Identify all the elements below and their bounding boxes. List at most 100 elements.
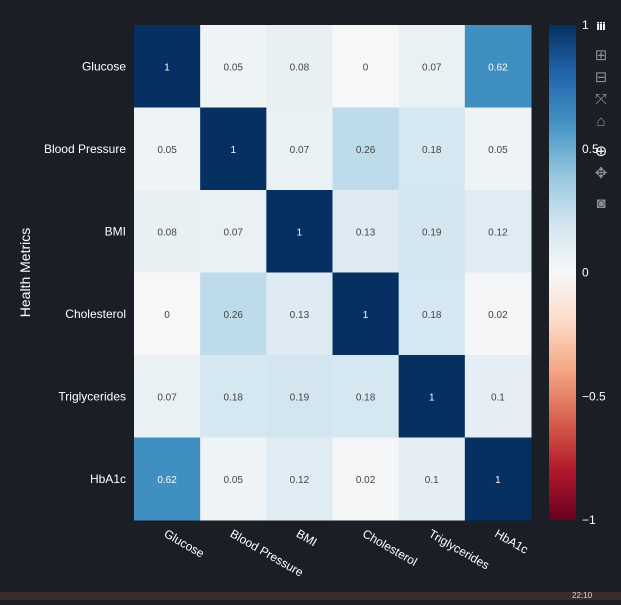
zoom-out-icon[interactable]: ⊟	[594, 69, 608, 86]
heatmap-cell[interactable]	[266, 355, 333, 438]
heatmap-cell[interactable]	[134, 190, 201, 273]
heatmap-cell[interactable]	[464, 355, 532, 438]
cell-value-label: 0.62	[488, 62, 508, 73]
heatmap-cell[interactable]	[266, 25, 333, 108]
zoom-icon[interactable]: ⊕	[594, 143, 608, 160]
cell-value-label: 0.26	[224, 310, 244, 321]
heatmap-cell[interactable]	[200, 355, 267, 438]
heatmap-cell[interactable]	[200, 437, 267, 521]
heatmap-cell[interactable]	[266, 107, 333, 191]
cell-value-label: 1	[297, 227, 303, 238]
heatmap-cell[interactable]	[398, 107, 466, 191]
heatmap-cell[interactable]	[200, 25, 267, 108]
heatmap-cell[interactable]	[134, 25, 201, 108]
heatmap-cell[interactable]	[200, 272, 267, 356]
x-tick-label: Glucose	[162, 526, 207, 560]
y-axis-title: Health Metrics	[17, 228, 33, 317]
cell-value-label: 0.26	[356, 145, 376, 156]
cell-value-label: 0.19	[422, 227, 442, 238]
cell-value-label: 1	[363, 310, 369, 321]
cell-value-label: 0	[363, 62, 369, 73]
heatmap-cell[interactable]	[332, 355, 400, 438]
heatmap-cell[interactable]	[464, 190, 532, 273]
cell-value-label: 0.1	[425, 475, 439, 486]
colorbar	[549, 25, 576, 520]
heatmap-cell[interactable]	[398, 355, 466, 438]
cell-value-label: 1	[164, 62, 170, 73]
cell-value-label: 0.19	[290, 392, 310, 403]
cell-value-label: 0.02	[356, 475, 376, 486]
cell-value-label: 0.02	[488, 310, 508, 321]
y-tick-label: Glucose	[82, 59, 126, 73]
cell-value-label: 1	[495, 475, 501, 486]
pan-icon[interactable]: ✥	[594, 165, 608, 182]
colorbar-tick-label: −1	[582, 513, 596, 527]
x-tick-label: HbA1c	[492, 526, 530, 556]
heatmap-cell[interactable]	[464, 25, 532, 108]
plotly-logo-icon[interactable]: ⅲ	[590, 16, 612, 36]
camera-icon[interactable]: ◙	[596, 194, 606, 212]
cell-value-label: 0.08	[157, 227, 177, 238]
heatmap-cell[interactable]	[266, 190, 333, 273]
heatmap-cell[interactable]	[134, 437, 201, 521]
cell-value-label: 0.07	[224, 227, 244, 238]
zoom-in-icon[interactable]: ⊞	[594, 47, 608, 64]
cell-value-label: 0.12	[290, 475, 310, 486]
cell-value-label: 0.13	[290, 310, 310, 321]
heatmap-cell[interactable]	[464, 272, 532, 356]
cell-value-label: 0.05	[224, 475, 244, 486]
cell-value-label: 0.05	[488, 145, 508, 156]
cell-value-label: 0.07	[290, 145, 310, 156]
cell-value-label: 0.18	[356, 392, 376, 403]
cell-value-label: 0.13	[356, 227, 376, 238]
heatmap-cell[interactable]	[332, 25, 400, 108]
cell-value-label: 0.18	[422, 145, 442, 156]
reset-axes-icon[interactable]: ⌂	[596, 112, 606, 130]
y-tick-label: BMI	[105, 224, 126, 238]
cell-value-label: 0.05	[157, 145, 177, 156]
heatmap-cell[interactable]	[332, 437, 400, 521]
heatmap-cell[interactable]	[464, 437, 532, 521]
autoscale-icon[interactable]: ⤧	[594, 90, 607, 108]
cell-value-label: 0	[164, 310, 170, 321]
heatmap-cell[interactable]	[398, 272, 466, 356]
modebar: ⅲ ⊞ ⊟ ⤧ ⌂ ⊕ ✥ ◙	[588, 14, 614, 219]
heatmap-cell[interactable]	[398, 25, 466, 108]
y-tick-label: HbA1c	[90, 472, 126, 486]
x-tick-label: Cholesterol	[360, 526, 420, 568]
cell-value-label: 0.18	[224, 392, 244, 403]
heatmap-cell[interactable]	[134, 355, 201, 438]
cell-value-label: 0.07	[422, 62, 442, 73]
heatmap-cell[interactable]	[332, 190, 400, 273]
cell-value-label: 0.07	[157, 392, 177, 403]
cell-value-label: 0.1	[491, 392, 505, 403]
x-tick-label: Triglycerides	[426, 526, 492, 572]
heatmap-cell[interactable]	[398, 190, 466, 273]
heatmap-cell[interactable]	[134, 272, 201, 356]
heatmap-cell[interactable]	[134, 107, 201, 191]
x-tick-label: BMI	[294, 526, 319, 549]
clock-text: 22:10	[572, 591, 593, 600]
cell-value-label: 1	[230, 145, 236, 156]
colorbar-tick-label: 0	[582, 266, 589, 280]
y-tick-label: Cholesterol	[65, 307, 126, 321]
x-tick-label: Blood Pressure	[228, 526, 306, 579]
taskbar-strip	[0, 592, 621, 600]
cell-value-label: 0.12	[488, 227, 508, 238]
y-tick-label: Triglycerides	[58, 389, 126, 403]
heatmap-cell[interactable]	[332, 272, 400, 356]
heatmap-cell[interactable]	[200, 190, 267, 273]
heatmap-cell[interactable]	[266, 437, 333, 521]
heatmap-cell[interactable]	[332, 107, 400, 191]
cell-value-label: 0.05	[224, 62, 244, 73]
heatmap-cell[interactable]	[200, 107, 267, 191]
cell-value-label: 0.08	[290, 62, 310, 73]
heatmap-cell[interactable]	[398, 437, 466, 521]
heatmap-cell[interactable]	[266, 272, 333, 356]
cell-value-label: 0.18	[422, 310, 442, 321]
colorbar-tick-label: 0.5	[582, 142, 599, 156]
heatmap-cell[interactable]	[464, 107, 532, 191]
cell-value-label: 1	[429, 392, 435, 403]
